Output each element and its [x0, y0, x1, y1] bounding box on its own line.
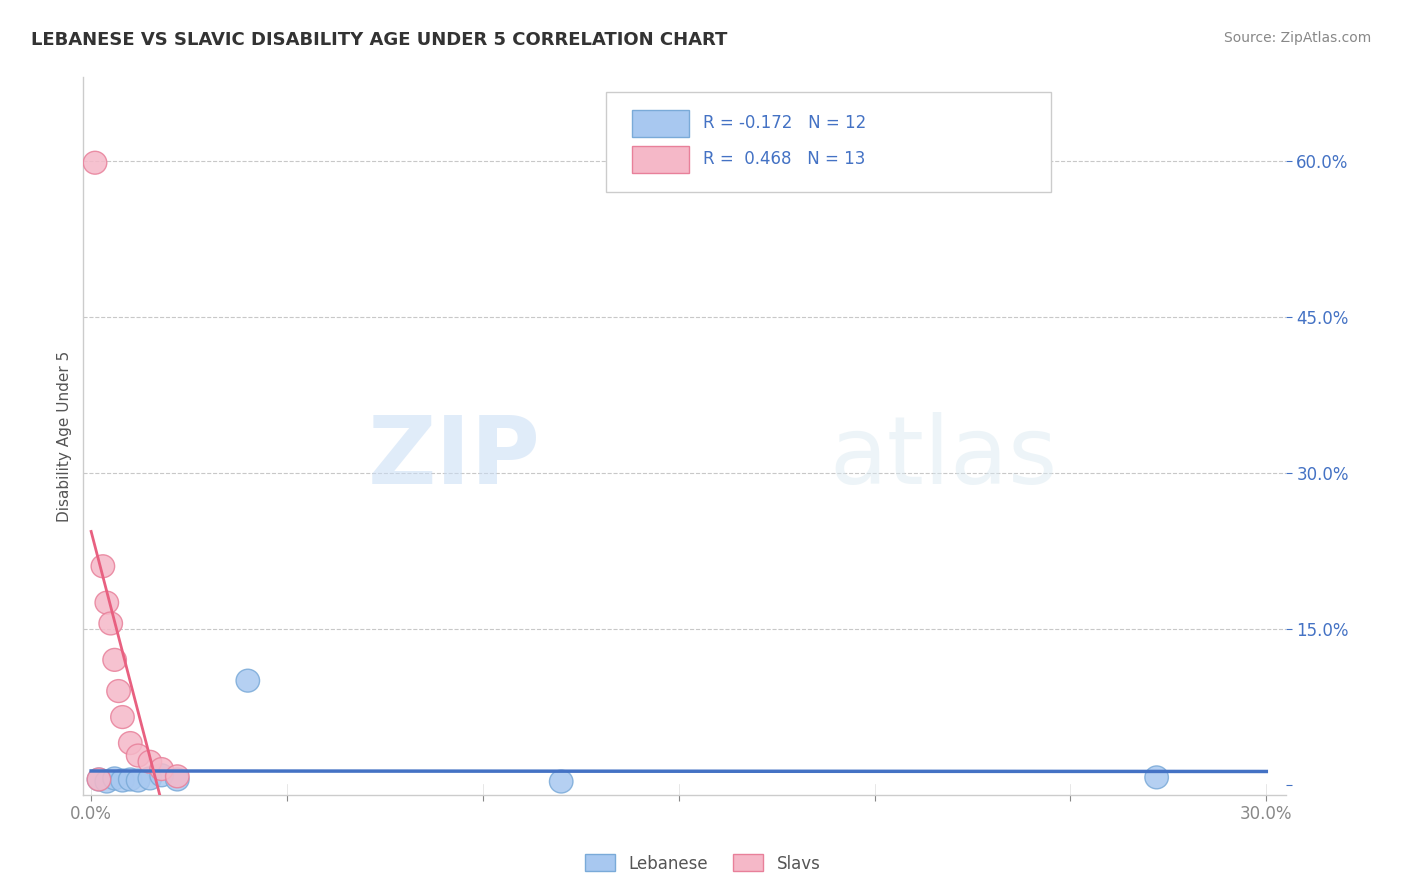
Text: R = -0.172   N = 12: R = -0.172 N = 12 — [703, 114, 866, 132]
Text: Source: ZipAtlas.com: Source: ZipAtlas.com — [1223, 31, 1371, 45]
Legend: Lebanese, Slavs: Lebanese, Slavs — [579, 847, 827, 880]
Text: ZIP: ZIP — [367, 412, 540, 504]
Text: R =  0.468   N = 13: R = 0.468 N = 13 — [703, 150, 865, 169]
Ellipse shape — [91, 555, 115, 578]
Ellipse shape — [150, 764, 173, 787]
Ellipse shape — [1144, 766, 1168, 789]
Ellipse shape — [118, 731, 142, 755]
Ellipse shape — [111, 706, 134, 729]
FancyBboxPatch shape — [631, 110, 689, 137]
Ellipse shape — [98, 612, 122, 635]
Text: atlas: atlas — [830, 412, 1057, 504]
Ellipse shape — [166, 768, 188, 791]
Ellipse shape — [87, 768, 111, 791]
Ellipse shape — [236, 669, 260, 692]
Ellipse shape — [138, 767, 162, 789]
Y-axis label: Disability Age Under 5: Disability Age Under 5 — [58, 351, 72, 522]
Ellipse shape — [150, 757, 173, 780]
Ellipse shape — [103, 648, 127, 672]
Ellipse shape — [550, 770, 574, 793]
Ellipse shape — [127, 744, 150, 767]
Ellipse shape — [138, 750, 162, 773]
Ellipse shape — [83, 152, 107, 174]
Ellipse shape — [96, 591, 118, 614]
Ellipse shape — [87, 768, 111, 791]
Ellipse shape — [118, 768, 142, 791]
FancyBboxPatch shape — [631, 145, 689, 173]
Ellipse shape — [127, 769, 150, 792]
Ellipse shape — [111, 769, 134, 792]
Ellipse shape — [103, 767, 127, 789]
FancyBboxPatch shape — [606, 92, 1052, 193]
Text: LEBANESE VS SLAVIC DISABILITY AGE UNDER 5 CORRELATION CHART: LEBANESE VS SLAVIC DISABILITY AGE UNDER … — [31, 31, 727, 49]
Ellipse shape — [96, 770, 118, 793]
Ellipse shape — [166, 765, 188, 788]
Ellipse shape — [107, 680, 131, 703]
